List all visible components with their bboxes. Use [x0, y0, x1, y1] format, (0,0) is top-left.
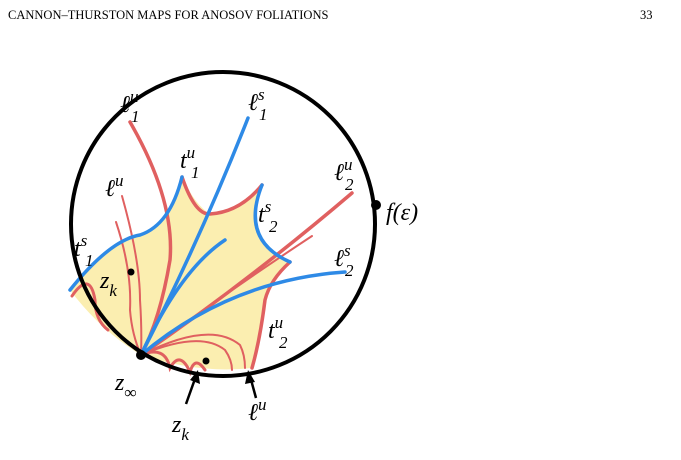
label-sub: 1: [191, 163, 200, 182]
label-sup: u: [258, 395, 267, 414]
leaf: [68, 175, 184, 292]
label-base: t: [258, 202, 266, 228]
label-base: t: [180, 148, 188, 174]
label-base: ℓ: [334, 246, 344, 272]
arrowhead: [190, 370, 200, 384]
running-head: CANNON–THURSTON MAPS FOR ANOSOV FOLIATIO…: [8, 8, 329, 22]
label-base: ℓ: [334, 160, 344, 186]
leaf: [250, 260, 292, 370]
point: [127, 268, 135, 276]
point: [136, 350, 146, 360]
label-sub: ∞: [124, 383, 136, 402]
label-sub: 2: [269, 217, 278, 236]
figure-label: f(ε): [386, 200, 418, 226]
figure-label: ts 2: [258, 197, 278, 236]
label-base: ℓ: [248, 90, 258, 116]
leaf: [139, 270, 347, 357]
label-sup: u: [275, 313, 284, 332]
label-sup: s: [258, 85, 265, 104]
figure-label: ℓs 1: [248, 85, 268, 124]
label-sub: 2: [345, 175, 354, 194]
label-sup: s: [81, 231, 88, 250]
figure-label: ℓs 2: [334, 241, 354, 280]
label-base: z: [99, 268, 110, 294]
figure-label: tu 2: [268, 313, 288, 352]
figure-label: ts 1: [74, 231, 94, 270]
arrowhead: [245, 370, 255, 384]
label-base: t: [74, 236, 82, 262]
figure-label: ℓu 1: [120, 87, 140, 126]
label-base: t: [268, 318, 276, 344]
point: [371, 200, 381, 210]
leaf: [139, 350, 207, 377]
leaf: [253, 183, 292, 264]
figure-label: zk: [99, 268, 117, 300]
leaf: [180, 175, 264, 216]
label-sub: 2: [345, 261, 354, 280]
label-sub: 1: [259, 105, 268, 124]
label-sup: u: [187, 143, 196, 162]
label-sub: k: [181, 425, 189, 444]
label-base: f(ε): [386, 200, 418, 226]
boundary-circle: [69, 70, 377, 378]
label-base: z: [171, 412, 182, 438]
label-sub: k: [109, 281, 117, 300]
figure-label: z∞: [114, 370, 136, 402]
label-base: ℓ: [120, 92, 130, 118]
leaf: [140, 340, 233, 371]
label-sup: u: [130, 87, 139, 106]
leaf: [115, 221, 142, 356]
leaf: [139, 238, 227, 357]
leaf: [140, 333, 246, 369]
page-number: 33: [640, 8, 653, 22]
point: [202, 357, 210, 365]
label-base: z: [114, 370, 125, 396]
figure-label: tu 1: [180, 143, 200, 182]
label-base: ℓ: [248, 400, 258, 426]
label-sub: 1: [131, 107, 140, 126]
label-sub: 1: [85, 251, 94, 270]
label-sup: s: [265, 197, 272, 216]
label-sup: s: [344, 241, 351, 260]
figure-label: ℓu: [105, 171, 124, 202]
label-base: ℓ: [105, 176, 115, 202]
figure-label: zk: [171, 412, 189, 444]
label-sup: u: [115, 171, 124, 190]
figure-label: ℓu: [248, 395, 267, 426]
leaf: [121, 195, 143, 356]
leaf: [70, 282, 110, 332]
figure-label: ℓu 2: [334, 155, 354, 194]
label-sub: 2: [279, 333, 288, 352]
label-sup: u: [344, 155, 353, 174]
